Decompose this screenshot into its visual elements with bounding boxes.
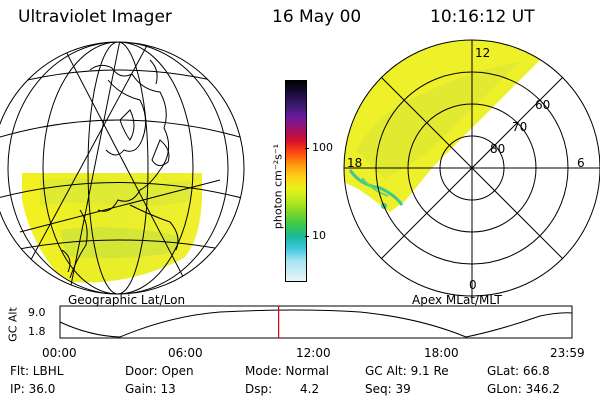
dsp-label: Dsp:: [245, 382, 273, 396]
timeline-x-tick-0600: 06:00: [168, 346, 203, 360]
geographic-map-title: Geographic Lat/Lon: [68, 293, 186, 307]
timeline-x-tick-2359: 23:59: [550, 346, 585, 360]
time-label: 10:16:12 UT: [430, 7, 535, 27]
gc-alt-status: GC Alt: 9.1 Re: [365, 364, 449, 378]
mlat-label-70: 70: [512, 120, 528, 134]
glat-status: GLat: 66.8: [487, 364, 550, 378]
dsp-value: 4.2: [300, 382, 320, 396]
colorbar-unit-label: photon cm⁻²s⁻¹: [271, 143, 285, 230]
seq-status: Seq: 39: [365, 382, 411, 396]
timeline-y-tick-1-8: 1.8: [28, 325, 46, 338]
timeline-x-tick-0000: 00:00: [42, 346, 77, 360]
glon-status: GLon: 346.2: [487, 382, 560, 396]
instrument-title: Ultraviolet Imager: [18, 7, 172, 27]
timeline-y-tick-9: 9.0: [28, 306, 46, 319]
filter-status: Flt: LBHL: [10, 364, 64, 378]
door-status: Door: Open: [125, 364, 194, 378]
colorbar-tick-label-10: 10: [312, 229, 326, 242]
colorbar-tick-10: [305, 236, 309, 237]
timeline-y-axis-label: GC Alt: [6, 307, 20, 342]
colorbar-tick-100: [305, 148, 309, 149]
mlt-label-18: 18: [347, 156, 363, 170]
gain-status: Gain: 13: [125, 382, 176, 396]
mlat-label-80: 80: [490, 142, 506, 156]
colorbar-tick-label-100: 100: [312, 141, 333, 154]
colorbar: [285, 80, 307, 282]
mlt-label-0: 0: [469, 278, 477, 292]
mlat-label-60: 60: [535, 98, 551, 112]
ip-status: IP: 36.0: [10, 382, 56, 396]
apex-map-title: Apex MLat/MLT: [412, 293, 502, 307]
mlt-label-6: 6: [577, 156, 585, 170]
date-label: 16 May 00: [272, 7, 362, 27]
timeline-x-tick-1200: 12:00: [296, 346, 331, 360]
mode-status: Mode: Normal: [245, 364, 329, 378]
timeline-x-tick-1800: 18:00: [424, 346, 459, 360]
mlt-label-12: 12: [475, 46, 491, 60]
